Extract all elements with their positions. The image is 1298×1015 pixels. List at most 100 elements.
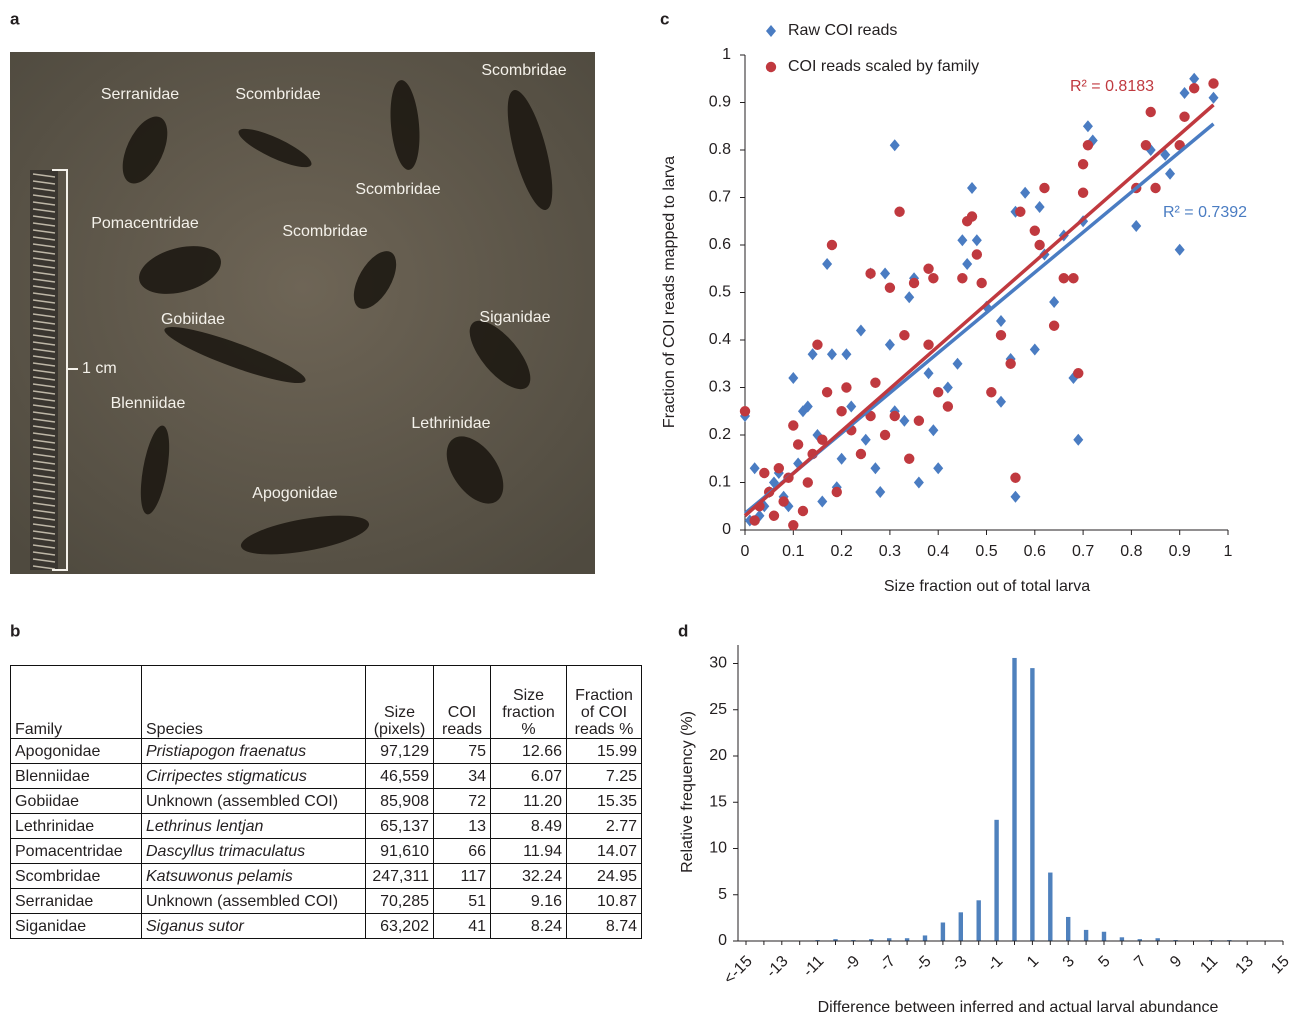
ruler-stripe [32, 173, 56, 178]
table-cell: 46,559 [365, 763, 434, 789]
ruler-stripe [32, 516, 56, 521]
y-tick-label: 0 [718, 932, 727, 949]
table-cell: 7.25 [566, 763, 642, 789]
ruler-stripe [32, 194, 56, 199]
table-cell: 32.24 [490, 863, 567, 889]
ruler-stripe [32, 404, 56, 409]
photo-label: Siganidae [479, 309, 550, 326]
table-row: Lethrinidae Lethrinus lentjan 65,137 13 8.49… [10, 813, 642, 839]
table-cell: Apogonidae [10, 738, 142, 764]
point-diamond [1073, 433, 1084, 446]
point-circle [1077, 187, 1089, 198]
ruler-stripe [32, 376, 56, 381]
ruler-stripe [32, 355, 56, 360]
legend-label: COI reads scaled by family [788, 58, 979, 75]
ruler-stripe [32, 334, 56, 339]
table-cell: 85,908 [365, 788, 434, 814]
table-cell: 65,137 [365, 813, 434, 839]
x-tick-label: 7 [1131, 953, 1149, 971]
point-diamond [889, 139, 900, 152]
point-circle [1068, 273, 1079, 284]
x-axis-label: Difference between inferred and actual l… [818, 999, 1219, 1015]
table-cell: 75 [433, 738, 491, 764]
table-cell: Lethrinidae [10, 813, 142, 839]
ruler-stripe [32, 369, 56, 374]
point-circle [749, 515, 760, 526]
r2-annotation: R² = 0.8183 [1070, 78, 1154, 95]
x-tick-label: 0.2 [830, 543, 852, 560]
table-row: Blenniidae Cirripectes stigmaticus 46,559 3… [10, 763, 642, 789]
ruler-stripe [32, 222, 56, 227]
point-diamond [967, 182, 978, 194]
ruler-stripe [32, 278, 56, 283]
point-circle [889, 410, 900, 422]
point-diamond [802, 400, 813, 413]
x-tick-label: 15 [1268, 953, 1293, 978]
point-diamond [1165, 167, 1176, 180]
ruler-stripe [32, 530, 56, 535]
ruler-stripe [32, 551, 56, 556]
y-tick-label: 0.8 [709, 141, 731, 158]
point-diamond [1049, 296, 1060, 308]
point-circle [1188, 83, 1200, 94]
point-diamond [855, 324, 866, 337]
point-diamond [1034, 201, 1045, 213]
y-tick-label: 0.1 [709, 474, 731, 491]
point-diamond [1189, 72, 1200, 85]
x-tick-label: 0.8 [1120, 543, 1142, 560]
x-tick-label: -7 [877, 953, 899, 975]
point-circle [836, 406, 847, 417]
species-table: Family Species Size (pixels) COI reads Size … [10, 665, 642, 939]
ruler-stripe [32, 201, 56, 206]
panel-letter: d [678, 621, 688, 640]
x-tick-label: 0.9 [1169, 543, 1191, 560]
point-circle [908, 277, 920, 289]
bar [1030, 668, 1035, 941]
bar [833, 939, 838, 941]
ruler-stripe [32, 229, 56, 234]
point-diamond [1082, 120, 1093, 133]
point-diamond [1174, 243, 1185, 256]
ruler-stripe [32, 397, 56, 402]
x-tick-label: -11 [800, 953, 828, 981]
point-diamond [788, 372, 799, 384]
point-diamond [1010, 490, 1021, 503]
ruler-stripe [32, 425, 56, 430]
ruler-stripe [32, 285, 56, 290]
table-cell: 34 [433, 763, 491, 789]
bar [1066, 916, 1071, 941]
ruler-stripe [32, 488, 56, 493]
ruler-stripe [32, 383, 56, 388]
ruler-ticks [32, 173, 56, 570]
point-circle [913, 415, 925, 426]
ruler-stripe [32, 320, 56, 325]
table-cell: 117 [433, 863, 491, 889]
table-cell: 12.66 [490, 738, 567, 764]
point-diamond [995, 315, 1006, 327]
x-tick-label: 9 [1167, 953, 1185, 971]
table-cell: 24.95 [566, 863, 642, 889]
point-diamond [749, 462, 760, 475]
ruler-stripe [32, 250, 56, 255]
point-circle [778, 496, 789, 507]
larvae [122, 80, 553, 555]
x-tick-label: 0 [741, 543, 750, 560]
ruler-stripe [32, 502, 56, 507]
bar [1137, 939, 1142, 941]
point-diamond [1020, 186, 1031, 199]
table-row: Scombridae Katsuwonus pelamis 247,311 117 32… [10, 863, 642, 889]
bar [1083, 929, 1089, 941]
panel-letter: c [660, 9, 669, 28]
bar [994, 819, 999, 941]
table-cell: 51 [433, 888, 491, 914]
y-tick-label: 15 [709, 793, 727, 810]
point-circle [1039, 182, 1050, 194]
point-circle [1029, 225, 1041, 236]
table-cell: 66 [433, 838, 491, 864]
table-cell: 72 [433, 788, 491, 814]
point-diamond [904, 291, 915, 304]
table-cell: 41 [433, 913, 491, 939]
r2-annotation: R² = 0.7392 [1163, 204, 1247, 221]
point-circle [812, 339, 823, 350]
x-tick-label: 3 [1060, 953, 1078, 971]
